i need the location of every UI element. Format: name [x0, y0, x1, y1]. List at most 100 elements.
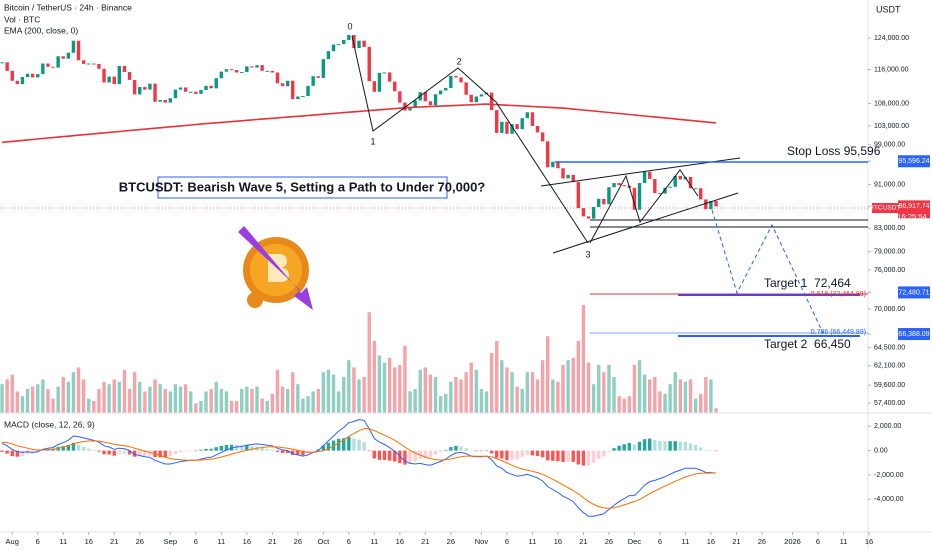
candle	[25, 73, 30, 78]
x-tick-label: 26	[605, 537, 613, 546]
candle	[122, 65, 127, 73]
candle	[367, 46, 371, 82]
macd-histogram-bar	[642, 439, 647, 451]
candle	[132, 79, 137, 95]
candle	[234, 70, 239, 73]
volume-bar	[530, 372, 535, 413]
candle	[71, 40, 76, 53]
macd-histogram-bar	[132, 450, 137, 457]
volume-bar	[291, 372, 295, 413]
volume-bar	[597, 365, 601, 413]
volume-bar	[637, 360, 642, 413]
candle	[704, 199, 708, 210]
volume-bar	[607, 365, 611, 413]
volume-bar	[224, 391, 229, 413]
price-box	[898, 155, 930, 168]
macd-histogram-bar	[199, 449, 203, 451]
candle	[311, 76, 315, 86]
macd-histogram-bar	[189, 450, 193, 452]
macd-histogram-bar	[561, 450, 565, 462]
candle	[153, 83, 157, 102]
macd-histogram-bar	[714, 450, 718, 452]
x-tick-label: 21	[732, 537, 740, 546]
y-tick-label: 64,500.00	[874, 345, 905, 352]
volume-bar	[275, 369, 280, 413]
candle	[189, 91, 193, 93]
volume-bar	[285, 389, 290, 413]
macd-histogram-bar	[413, 450, 417, 462]
candle	[301, 96, 305, 98]
volume-bar	[240, 389, 244, 413]
volume-bar	[403, 345, 407, 413]
volume-bar	[357, 379, 361, 413]
volume-bar	[122, 369, 127, 413]
candle	[433, 94, 438, 106]
candle	[97, 63, 101, 69]
candle	[331, 44, 336, 52]
y-tick-label: 103,000.00	[874, 123, 909, 130]
candle	[163, 99, 167, 103]
volume-bar	[189, 391, 193, 413]
macd-line	[1, 419, 717, 517]
macd-histogram-bar	[102, 450, 106, 455]
volume-bar	[464, 372, 468, 413]
x-tick-label: 21	[421, 537, 429, 546]
macd-histogram-bar	[622, 444, 626, 451]
candle	[87, 63, 91, 65]
candle	[413, 100, 417, 107]
volume-bar	[132, 372, 137, 413]
volume-bar	[551, 379, 555, 413]
price-box	[898, 286, 930, 299]
candle	[459, 77, 463, 83]
stop-loss-label: Stop Loss 95,596	[787, 144, 881, 158]
volume-bar	[413, 389, 417, 413]
volume-bar	[591, 384, 596, 413]
x-tick-label: 16	[85, 537, 93, 546]
volume-bar	[92, 401, 96, 413]
volume-bar	[699, 393, 703, 413]
candle	[229, 69, 234, 71]
volume-bar	[648, 379, 652, 413]
candle	[173, 89, 178, 99]
candle	[428, 101, 433, 106]
target-1-label: Target 1 72,464	[764, 276, 851, 290]
volume-bar	[347, 360, 351, 413]
x-tick-label: 2026	[784, 537, 801, 546]
macd-histogram-bar	[627, 443, 632, 451]
volume-bar	[265, 401, 269, 413]
volume-header: Vol · BTC	[4, 14, 40, 24]
macd-histogram-bar	[607, 450, 611, 452]
macd-histogram-bar	[280, 450, 285, 454]
volume-bar	[117, 381, 122, 413]
macd-histogram-bar	[658, 440, 662, 451]
candle	[260, 65, 264, 71]
volume-bar	[311, 391, 315, 413]
macd-histogram-bar	[663, 441, 667, 451]
macd-histogram-bar	[500, 450, 504, 459]
volume-bar	[658, 391, 662, 413]
macd-histogram-bar	[479, 450, 484, 452]
candle	[0, 62, 4, 64]
x-tick-label: 6	[347, 537, 351, 546]
volume-bar	[642, 374, 647, 413]
candle	[46, 63, 50, 67]
y-tick-label: -2,000.00	[874, 472, 904, 479]
volume-bar	[520, 389, 524, 413]
volume-bar	[199, 401, 203, 413]
volume-bar	[668, 384, 672, 413]
x-tick-label: Aug	[6, 537, 19, 546]
x-tick-label: 11	[840, 537, 848, 546]
macd-histogram-bar	[382, 450, 387, 460]
fib-label: 0.786 (66,449.89)	[811, 329, 866, 336]
volume-bar	[515, 386, 519, 413]
candle	[285, 80, 290, 87]
volume-bar	[479, 389, 484, 413]
x-tick-label: Oct	[317, 537, 330, 546]
volume-bar	[51, 398, 55, 413]
volume-bar	[454, 377, 458, 413]
volume-bar	[342, 377, 346, 413]
volume-bar	[709, 379, 713, 413]
candle	[204, 85, 208, 91]
macd-histogram-bar	[484, 450, 489, 451]
candle	[250, 66, 254, 68]
